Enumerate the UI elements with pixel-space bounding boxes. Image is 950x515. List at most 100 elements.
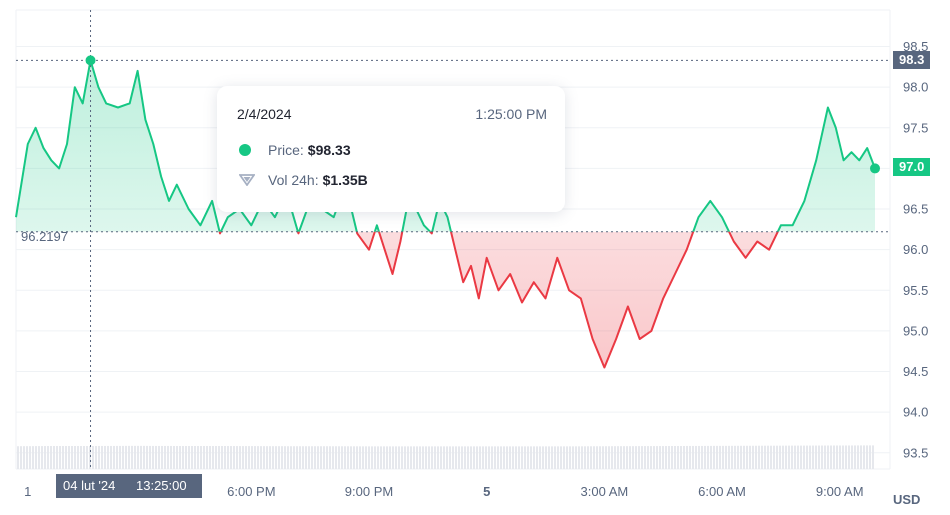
volume-bar [284,446,286,469]
volume-bar [593,446,595,469]
volume-bar [239,446,241,469]
volume-bar [464,446,466,469]
volume-bar [590,446,592,469]
volume-bar [254,446,256,469]
volume-bar [185,445,187,469]
volume-bar [680,445,682,469]
volume-bar [155,445,157,469]
volume-bar [383,446,385,469]
volume-bar [191,445,193,469]
volume-bar [659,446,661,469]
volume-bar [545,446,547,469]
x-tick-label: 9:00 AM [816,484,864,499]
volume-bar [497,446,499,469]
volume-bar [641,446,643,469]
volume-bar [518,446,520,469]
volume-bar [419,446,421,469]
volume-bar [698,445,700,469]
volume-bar [290,446,292,469]
volume-bar [599,446,601,469]
volume-bar [275,446,277,469]
volume-bar [440,446,442,469]
volume-bar [80,445,82,469]
volume-bar [296,446,298,469]
volume-bar [314,446,316,469]
volume-bar [824,445,826,469]
volume-bar [59,445,61,469]
volume-bar [317,446,319,469]
volume-bar [86,445,88,469]
volume-bar [638,446,640,469]
volume-bar [776,445,778,469]
volume-bar [488,446,490,469]
volume-bar [251,446,253,469]
volume-bar [134,445,136,469]
volume-bar [674,446,676,469]
volume-bar [320,446,322,469]
volume-bar [188,445,190,469]
volume-bar [215,445,217,469]
volume-bar [413,446,415,469]
volume-bar [821,445,823,469]
volume-bar [152,445,154,469]
volume-bar [584,446,586,469]
y-tick-label: 96.5 [903,202,928,217]
y-tick-label: 93.5 [903,445,928,460]
volume-bar [677,446,679,469]
tooltip-time: 1:25:00 PM [475,106,547,122]
volume-bar [437,446,439,469]
volume-bar [269,446,271,469]
volume-bar [482,446,484,469]
volume-bar [377,446,379,469]
volume-bar [719,445,721,469]
volume-bar [50,446,52,469]
volume-bar [731,445,733,469]
volume-bar [569,446,571,469]
volume-bar [647,446,649,469]
volume-bar [428,446,430,469]
volume-bar [194,445,196,469]
volume-bar [338,446,340,469]
volume-bar [77,445,79,469]
volume-bar [131,445,133,469]
volume-bar [26,446,28,469]
volume-bar [548,446,550,469]
volume-bar [644,446,646,469]
volume-bar [458,446,460,469]
volume-bar [605,446,607,469]
volume-bar [713,445,715,469]
volume-bar [683,445,685,469]
volume-bar [728,445,730,469]
volume-bar [404,446,406,469]
volume-bar [410,446,412,469]
volume-bar [761,445,763,469]
tooltip-date: 2/4/2024 [237,106,292,122]
baseline-label: 96.2197 [21,229,68,244]
volume-bar [302,446,304,469]
volume-bar [89,445,91,469]
volume-bar [701,445,703,469]
volume-bar [671,446,673,469]
volume-bar [203,445,205,469]
volume-bar [614,446,616,469]
volume-bar [695,445,697,469]
volume-bar [551,446,553,469]
volume-bar [233,446,235,469]
volume-bar [485,446,487,469]
volume-bar [347,446,349,469]
volume-bar [491,446,493,469]
volume-bar [854,445,856,469]
crosshair-date: 04 lut '24 [63,478,116,493]
volume-bar [452,446,454,469]
volume-bar [857,445,859,469]
volume-bar [665,446,667,469]
volume-bar [356,446,358,469]
volume-bar [17,446,19,469]
volume-bar [578,446,580,469]
volume-bar [794,445,796,469]
x-tick-label: 3:00 AM [581,484,629,499]
volume-bar [230,446,232,469]
volume-bar [32,446,34,469]
